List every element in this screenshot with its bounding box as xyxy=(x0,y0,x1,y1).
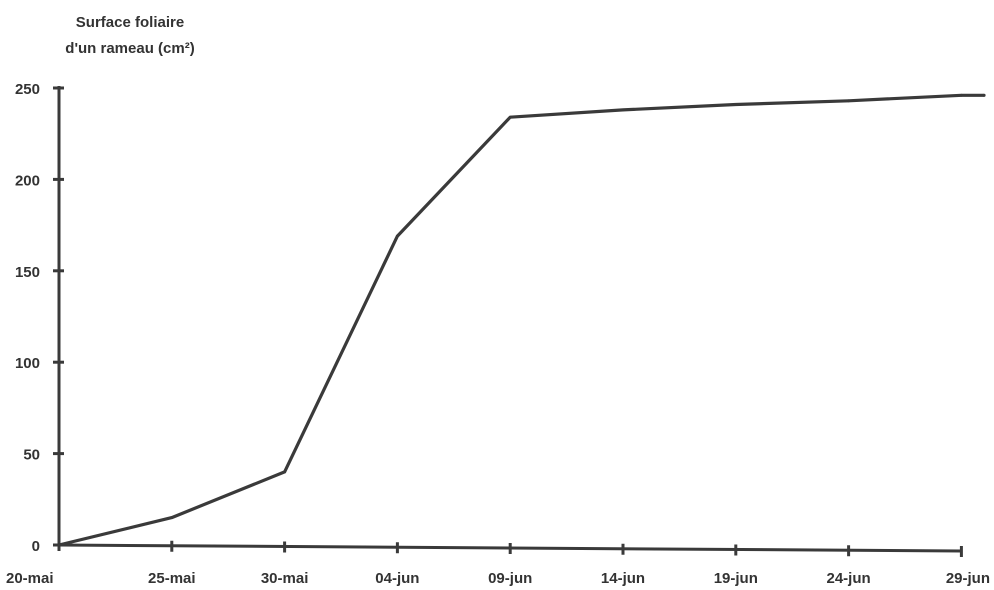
data-point xyxy=(847,99,850,103)
data-point xyxy=(982,93,986,97)
y-tick-label: 0 xyxy=(32,538,40,555)
data-point xyxy=(960,93,963,97)
y-tick-label: 250 xyxy=(15,81,40,98)
x-tick-label: 14-jun xyxy=(601,570,645,587)
x-tick-label: 20-mai xyxy=(6,570,54,587)
y-axis-label-line-1: Surface foliaire xyxy=(75,14,185,31)
series-line-1 xyxy=(57,93,986,547)
y-axis-label: Surface foliaire d'un rameau (cm²) xyxy=(20,10,240,62)
y-tick-label: 200 xyxy=(15,172,40,189)
series-group xyxy=(57,93,986,547)
data-point xyxy=(283,470,286,474)
y-tick-label: 100 xyxy=(15,355,40,372)
x-tick-label: 19-jun xyxy=(714,570,758,587)
data-point xyxy=(396,234,399,238)
x-tick-label: 09-jun xyxy=(488,570,532,587)
x-tick-label: 29-jun xyxy=(946,570,990,587)
x-tick-label: 30-mai xyxy=(261,570,309,587)
axes xyxy=(57,86,962,553)
data-point xyxy=(57,543,61,547)
x-tick-label: 24-jun xyxy=(827,570,871,587)
y-axis-label-line-2: d'un rameau (cm²) xyxy=(65,40,195,57)
data-point xyxy=(508,115,512,119)
x-tick-label: 04-jun xyxy=(375,570,419,587)
ticks: 0 50 100 150 200 250 20-mai 25-mai 30-mai 04-jun 0… xyxy=(6,81,990,587)
data-point xyxy=(170,516,174,519)
y-tick-label: 150 xyxy=(15,264,40,281)
x-tick-label: 25-mai xyxy=(148,570,196,587)
data-point xyxy=(734,103,738,106)
y-tick-label: 50 xyxy=(23,447,40,464)
data-point xyxy=(621,108,625,112)
